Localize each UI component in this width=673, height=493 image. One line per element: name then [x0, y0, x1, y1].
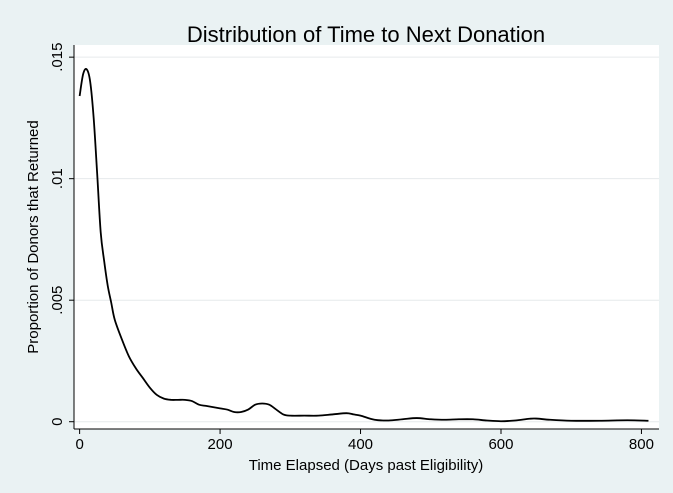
axes	[73, 45, 659, 430]
y-tick-label: .015	[49, 43, 66, 72]
x-tick-label: 800	[629, 436, 654, 453]
x-tick-label: 600	[488, 436, 513, 453]
series-group	[78, 68, 649, 423]
x-axis-label: Time Elapsed (Days past Eligibility)	[249, 457, 484, 474]
x-tick-label: 200	[208, 436, 233, 453]
grid-lines	[74, 56, 659, 423]
y-axis-label: Proportion of Donors that Returned	[25, 120, 42, 353]
x-tick-label: 0	[75, 436, 83, 453]
y-tick-label: 0	[49, 418, 66, 426]
density-line	[78, 68, 649, 423]
x-tick-label: 400	[348, 436, 373, 453]
y-tick-label: .005	[49, 286, 66, 315]
tick-marks: 0 .005 .01 .015 0 200 400 600 800	[49, 43, 654, 453]
plot-area	[74, 45, 659, 429]
chart-title: Distribution of Time to Next Donation	[187, 22, 545, 47]
y-tick-label: .01	[49, 168, 66, 189]
